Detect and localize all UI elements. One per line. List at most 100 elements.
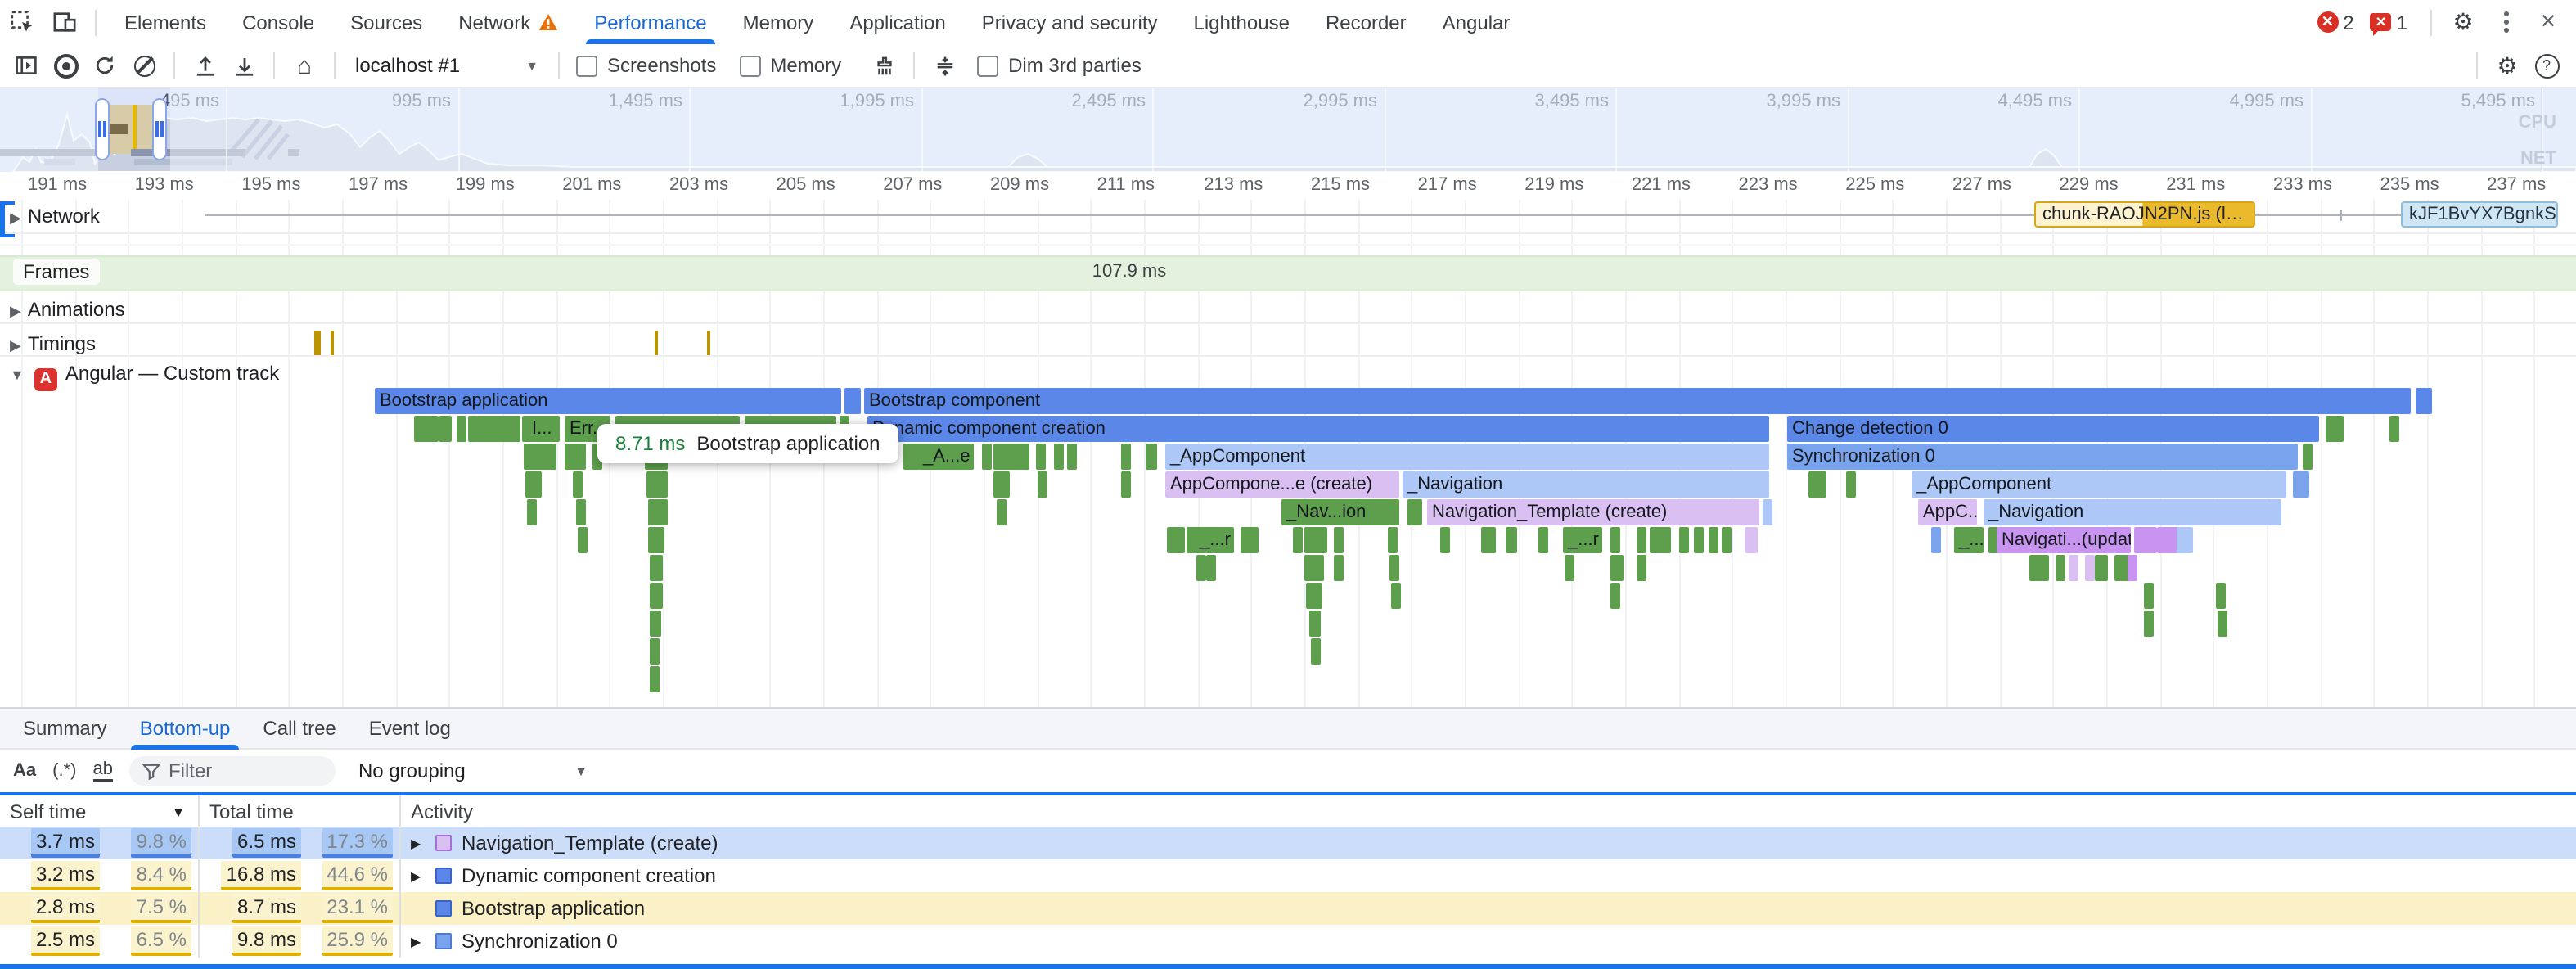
flame-bar[interactable] [1388,527,1398,553]
flame-bar[interactable] [496,416,520,442]
timings-track-label[interactable]: ▶ Timings [10,332,96,355]
flame-bar[interactable] [525,471,542,498]
flame-bar[interactable] [468,416,478,442]
flame-bar[interactable] [1187,527,1196,553]
flame-bar[interactable] [1817,471,1826,498]
details-tab-summary[interactable]: Summary [23,717,107,740]
flame-bar[interactable] [1637,527,1646,553]
table-row-bootstrap-application[interactable]: 2.8 ms 7.5 % 8.7 ms 23.1 % Bootstrap applica… [0,892,2576,925]
flame-bar[interactable] [1311,638,1321,665]
flame-bar[interactable] [1304,555,1324,581]
expand-triangle-icon[interactable]: ▶ [411,934,421,949]
flame-bar-navigati-update[interactable]: Navigati...(update) [1997,527,2131,553]
flame-bar[interactable] [1610,527,1620,553]
timing-marker[interactable] [331,331,334,355]
timing-marker[interactable] [655,331,658,355]
flame-bar[interactable] [997,499,1007,525]
flame-bar[interactable] [1249,527,1259,553]
flame-bar[interactable] [1167,527,1177,553]
flame-bar[interactable] [1506,527,1517,553]
capture-settings-gear-icon[interactable]: ⚙ [2497,52,2518,78]
flame-bar[interactable] [993,471,1010,498]
flame-bar[interactable] [457,416,466,442]
self-time-header[interactable]: Self time ▼ [0,795,200,828]
flame-bar[interactable] [2326,416,2335,442]
angular-track-label[interactable]: ▼ A Angular — Custom track [10,362,279,391]
flame-bar[interactable] [1389,555,1399,581]
collapse-triangle-icon[interactable]: ▼ [10,367,25,383]
flame-bar[interactable] [1745,527,1758,553]
dim-3rd-parties-label[interactable]: Dim 3rd parties [1008,54,1142,77]
timeline-overview[interactable]: 495 ms995 ms1,495 ms1,995 ms2,495 ms2,99… [0,88,2576,174]
record-button[interactable] [46,47,85,83]
screenshots-checkbox[interactable] [576,55,597,76]
flame-bar[interactable] [1038,471,1047,498]
tab-lighthouse[interactable]: Lighthouse [1176,0,1308,44]
flame-bar[interactable] [1121,444,1131,470]
flame-bar[interactable] [650,638,660,665]
tab-recorder[interactable]: Recorder [1308,0,1425,44]
flame-bar[interactable] [2147,527,2157,553]
flame-bar[interactable] [2183,527,2193,553]
flame-bar[interactable] [1637,555,1646,581]
console-error-badge[interactable]: ✕ 2 [2317,11,2354,34]
details-tab-bottom-up[interactable]: Bottom-up [124,707,247,750]
flame-bar[interactable] [1808,471,1818,498]
table-row-dynamic-component-creation[interactable]: 3.2 ms 8.4 % 16.8 ms 44.6 % ▶ Dynamic compone… [0,859,2576,892]
flame-bar[interactable] [565,444,586,470]
flame-bar[interactable] [2334,416,2344,442]
home-icon[interactable]: ⌂ [296,52,313,79]
details-tab-event-log[interactable]: Event log [368,717,451,740]
flame-bar[interactable] [2216,583,2226,609]
flame-bar-bootstrap-component[interactable]: Bootstrap component [864,388,2411,414]
flame-bar[interactable] [1121,471,1131,498]
flame-bar[interactable] [851,388,861,414]
frames-track-label[interactable]: Frames [13,259,100,285]
flame-bar-i[interactable]: I... [527,416,560,442]
table-row-navigation-template-create[interactable]: 3.7 ms 9.8 % 6.5 ms 17.3 % ▶ Navigation_Templ… [0,827,2576,859]
flame-bar[interactable] [1988,527,1998,553]
flame-bar[interactable] [2218,611,2227,637]
flame-bar[interactable] [1610,555,1624,581]
flame-bar-appcompone-e-create[interactable]: AppCompone...e (create) [1165,471,1399,498]
details-tab-call-tree[interactable]: Call tree [263,717,336,740]
flame-bar[interactable] [1293,527,1303,553]
flame-bar[interactable] [650,583,663,609]
flame-bar[interactable] [2303,444,2313,470]
table-row-synchronization-0[interactable]: 2.5 ms 6.5 % 9.8 ms 25.9 % ▶ Synchronization … [0,925,2576,958]
flame-bar[interactable] [993,444,1029,470]
filter-input[interactable]: Filter [128,756,336,786]
more-options-icon[interactable] [2484,1,2527,43]
total-time-header[interactable]: Total time [200,795,401,828]
flame-bar-r[interactable]: _...r [1195,527,1234,553]
close-devtools-icon[interactable]: × [2540,7,2556,35]
flame-bar[interactable] [1846,471,1856,498]
timing-marker[interactable] [707,331,710,355]
flame-bar[interactable] [910,444,920,470]
tab-privacy-and-security[interactable]: Privacy and security [964,0,1176,44]
flame-bar[interactable] [648,499,668,525]
regex-button[interactable]: (.*) [52,761,77,781]
flame-bar[interactable] [2069,555,2078,581]
frames-track-band[interactable] [0,255,2576,291]
timing-marker[interactable] [314,331,317,355]
flame-bar[interactable] [1650,527,1671,553]
flame-bar[interactable] [1931,527,1941,553]
network-request-kjf1bvyx7bgnks[interactable]: kJF1BvYX7BgnkS [2401,201,2558,228]
flame-bar[interactable] [429,416,439,442]
match-whole-word-button[interactable]: ab [92,759,113,782]
flame-bar[interactable] [1175,527,1185,553]
flame-bar-dynamic-component-creation[interactable]: Dynamic component creation [867,416,1769,442]
save-profile-icon[interactable] [224,47,263,83]
device-toolbar-icon[interactable] [43,1,85,43]
grouping-select[interactable]: No grouping ▼ [358,759,588,782]
dim-3rd-parties-checkbox[interactable] [977,55,999,76]
load-profile-icon[interactable] [185,47,224,83]
flame-bar[interactable] [650,555,663,581]
flame-bar[interactable] [2144,583,2154,609]
flame-bar[interactable] [2128,555,2137,581]
flame-bar-appc-te[interactable]: AppC...te) [1918,499,1977,525]
animations-track-label[interactable]: ▶ Animations [10,298,125,321]
clear-recording-icon[interactable] [124,47,164,83]
collect-garbage-icon[interactable] [864,47,903,83]
